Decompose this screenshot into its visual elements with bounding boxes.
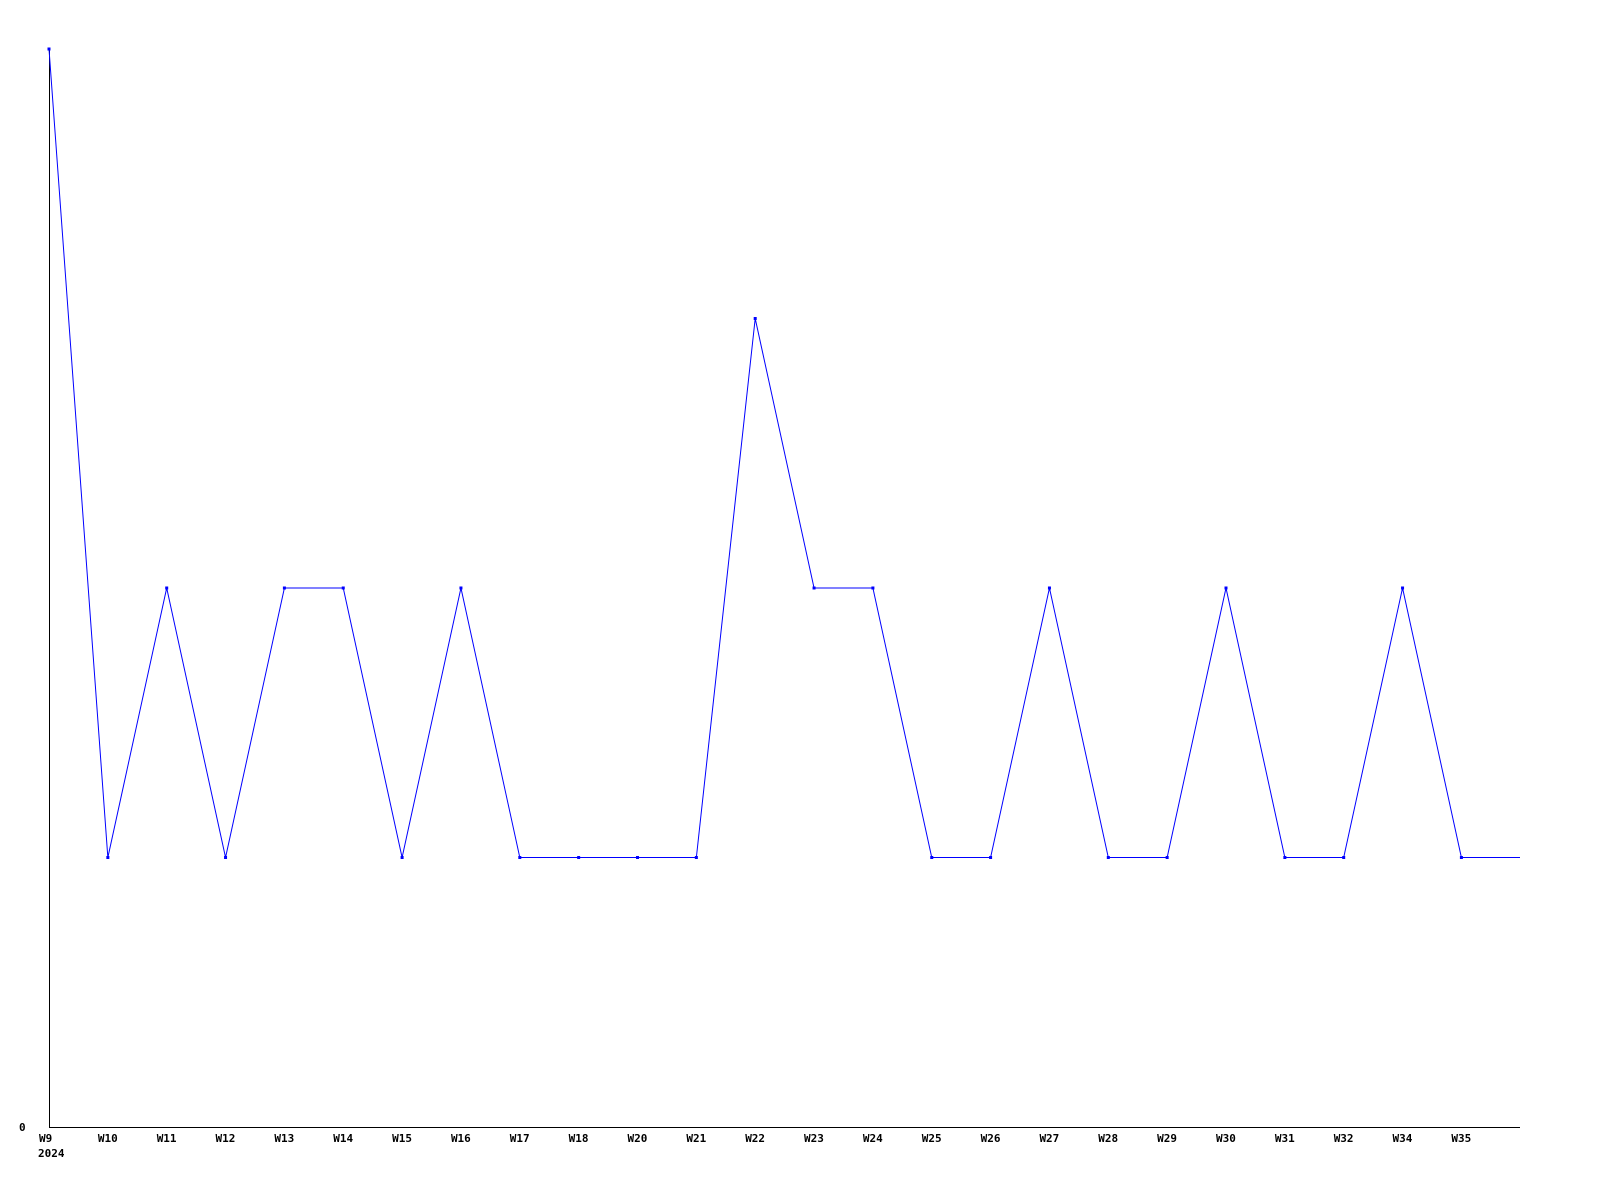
data-point-W23 <box>812 586 816 590</box>
data-point-W9 <box>47 47 51 51</box>
data-point-W14 <box>341 586 345 590</box>
data-point-W15 <box>400 856 404 859</box>
x-tick-label: W31 <box>1275 1132 1295 1145</box>
x-tick-label: W11 <box>157 1132 177 1145</box>
data-point-W24 <box>871 586 875 590</box>
x-tick-label: W10 <box>98 1132 118 1145</box>
data-point-W20 <box>636 856 639 859</box>
x-tick-label: W15 <box>392 1132 412 1145</box>
data-point-W17 <box>518 856 522 859</box>
x-tick-label: W22 <box>745 1132 765 1145</box>
data-point-W16 <box>459 586 463 590</box>
x-tick-label: W17 <box>510 1132 530 1145</box>
x-tick-label: W20 <box>628 1132 648 1145</box>
x-tick-label: W25 <box>922 1132 942 1145</box>
data-point-W18 <box>577 856 581 859</box>
data-point-W28 <box>1106 856 1110 859</box>
series-line <box>48 48 1520 858</box>
x-tick-label: W18 <box>569 1132 589 1145</box>
x-tick-label: W29 <box>1157 1132 1177 1145</box>
data-point-W10 <box>106 856 110 859</box>
x-tick-label: W21 <box>686 1132 706 1145</box>
data-point-W12 <box>224 856 228 859</box>
x-tick-label: W34 <box>1393 1132 1413 1145</box>
x-tick-label: W27 <box>1039 1132 1059 1145</box>
data-point-W27 <box>1047 586 1051 590</box>
x-tick-label: W32 <box>1334 1132 1354 1145</box>
x-tick-label: W13 <box>274 1132 294 1145</box>
data-point-W32 <box>1342 856 1346 859</box>
x-tick-label: W30 <box>1216 1132 1236 1145</box>
data-point-W29 <box>1165 856 1169 859</box>
data-point-W13 <box>282 586 286 590</box>
x-tick-label: W9 <box>39 1132 52 1145</box>
data-point-W31 <box>1283 856 1287 859</box>
data-point-W11 <box>165 586 169 590</box>
x-tick-label: W28 <box>1098 1132 1118 1145</box>
data-point-W30 <box>1224 586 1228 590</box>
x-tick-label: W35 <box>1451 1132 1471 1145</box>
x-tick-label: W26 <box>981 1132 1001 1145</box>
x-tick-label: W12 <box>216 1132 236 1145</box>
y-tick-label-0: 0 <box>19 1121 26 1134</box>
data-point-W21 <box>694 856 698 859</box>
x-tick-label: W23 <box>804 1132 824 1145</box>
data-point-W35 <box>1459 856 1463 859</box>
x-year-label: 2024 <box>38 1147 65 1160</box>
data-point-W22 <box>753 317 757 320</box>
data-point-W25 <box>930 856 934 859</box>
x-tick-label: W14 <box>333 1132 353 1145</box>
x-tick-label: W16 <box>451 1132 471 1145</box>
x-tick-label: W24 <box>863 1132 883 1145</box>
data-point-W34 <box>1401 586 1405 590</box>
data-point-W26 <box>989 856 993 859</box>
